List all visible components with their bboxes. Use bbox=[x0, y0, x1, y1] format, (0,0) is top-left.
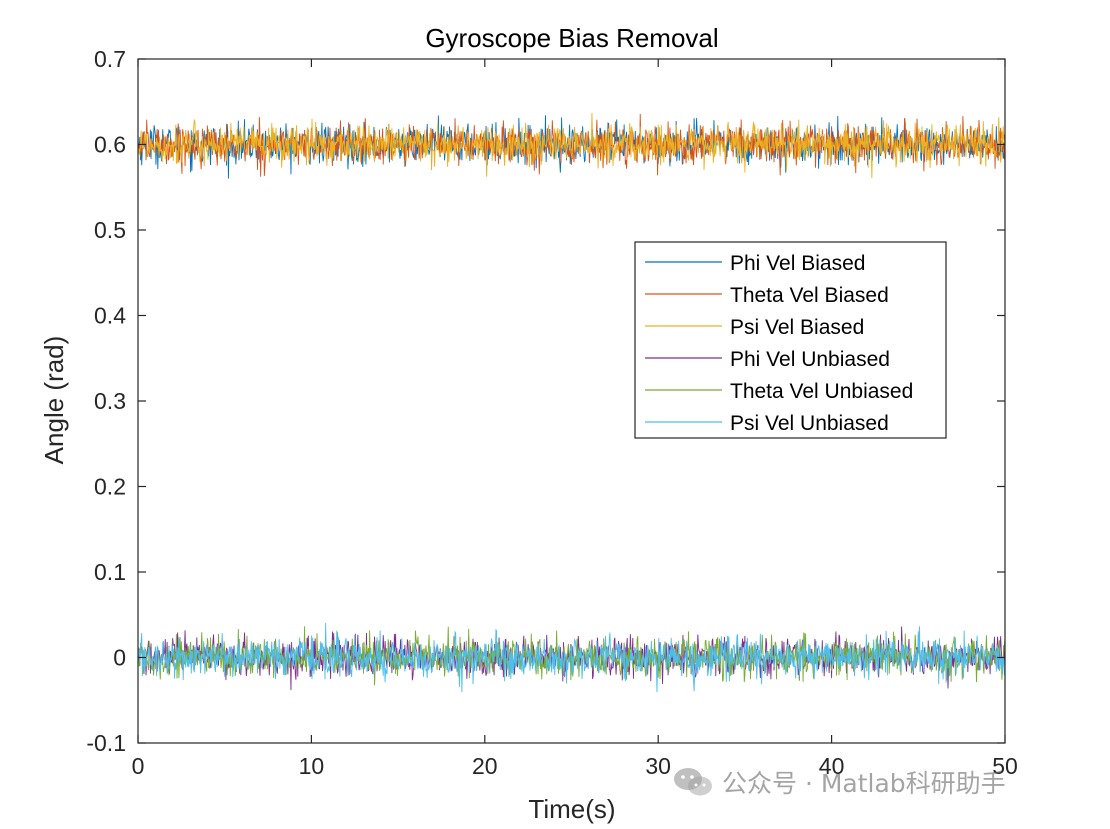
legend-label: Psi Vel Unbiased bbox=[730, 412, 889, 435]
legend-label: Phi Vel Biased bbox=[730, 252, 865, 275]
wechat-icon bbox=[674, 768, 712, 796]
y-tick-label: 0.4 bbox=[94, 303, 126, 329]
watermark-text: 公众号 · Matlab科研助手 bbox=[722, 769, 1006, 798]
y-tick-label: 0.3 bbox=[94, 388, 126, 414]
legend-label: Phi Vel Unbiased bbox=[730, 348, 890, 371]
chart-title: Gyroscope Bias Removal bbox=[425, 23, 718, 53]
x-tick-label: 30 bbox=[645, 753, 671, 779]
y-tick-label: 0.1 bbox=[94, 559, 126, 585]
x-tick-label: 50 bbox=[992, 753, 1018, 779]
legend: Phi Vel Biased Theta Vel Biased Psi Vel Bi… bbox=[634, 241, 947, 439]
x-tick-label: 0 bbox=[132, 753, 145, 779]
plot-area bbox=[137, 113, 1006, 693]
y-tick-label: 0.5 bbox=[94, 217, 126, 243]
y-tick-label: 0.6 bbox=[94, 132, 126, 158]
y-tick-label: 0 bbox=[113, 645, 126, 671]
legend-label: Psi Vel Biased bbox=[730, 316, 864, 339]
watermark: 公众号 · Matlab科研助手 bbox=[672, 764, 1006, 800]
legend-box bbox=[634, 241, 947, 439]
legend-label: Theta Vel Unbiased bbox=[730, 380, 913, 403]
x-tick-label: 10 bbox=[299, 753, 325, 779]
series-line-3 bbox=[137, 113, 1006, 179]
y-tick-label: -0.1 bbox=[86, 730, 126, 756]
axes bbox=[137, 58, 1006, 744]
legend-label: Theta Vel Biased bbox=[730, 284, 889, 307]
tick-labels: 0 10 20 30 40 50-0.100.10.20.30.40.50.60.7 bbox=[86, 46, 1017, 779]
x-tick-label: 20 bbox=[472, 753, 498, 779]
series-line-6 bbox=[137, 622, 1006, 693]
x-tick-label: 40 bbox=[819, 753, 845, 779]
y-tick-label: 0.7 bbox=[94, 46, 126, 72]
y-tick-label: 0.2 bbox=[94, 474, 126, 500]
x-axis-title: Time(s) bbox=[528, 794, 615, 824]
y-axis-title: Angle (rad) bbox=[39, 336, 69, 465]
